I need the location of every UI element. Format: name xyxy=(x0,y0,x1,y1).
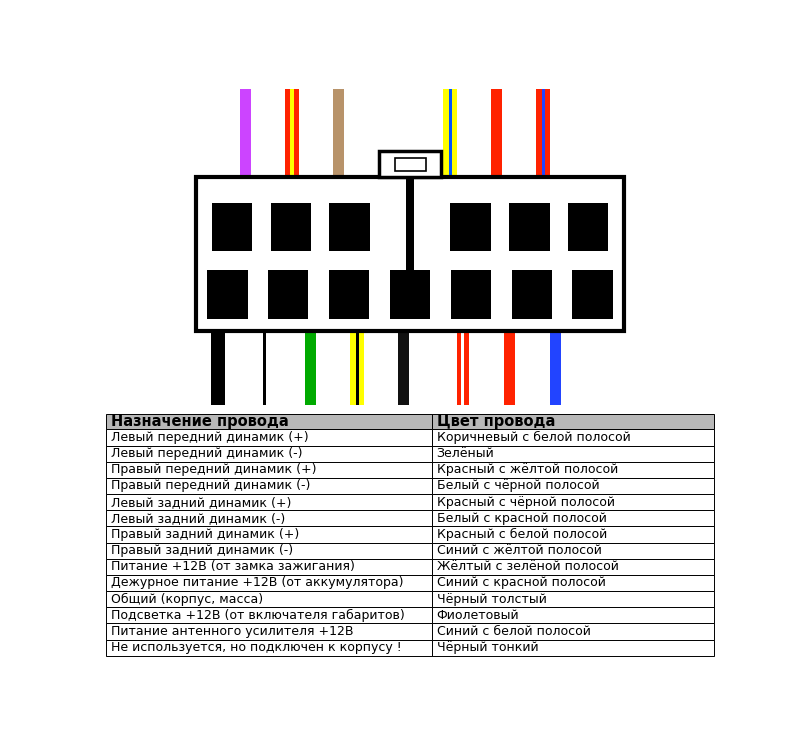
Bar xyxy=(268,270,309,319)
Bar xyxy=(432,608,714,623)
Text: Левый передний динамик (+): Левый передний динамик (+) xyxy=(111,431,309,444)
Bar xyxy=(461,331,464,405)
Text: Чёрный тонкий: Чёрный тонкий xyxy=(437,641,538,654)
Bar xyxy=(550,331,562,405)
Bar xyxy=(449,89,452,177)
Text: Зелёный: Зелёный xyxy=(437,447,494,460)
Text: Синий с белой полосой: Синий с белой полосой xyxy=(437,625,590,638)
Text: Правый задний динамик (-): Правый задний динамик (-) xyxy=(111,544,294,557)
Text: Подсветка +12В (от включателя габаритов): Подсветка +12В (от включателя габаритов) xyxy=(111,609,405,622)
Text: Питание +12В (от замка зажигания): Питание +12В (от замка зажигания) xyxy=(111,560,355,574)
Bar xyxy=(106,639,432,656)
Text: Красный с жёлтой полосой: Красный с жёлтой полосой xyxy=(437,463,618,477)
Bar xyxy=(432,429,714,445)
Text: Не используется, но подключен к корпусу !: Не используется, но подключен к корпусу … xyxy=(111,641,402,654)
Text: Общий (корпус, масса): Общий (корпус, масса) xyxy=(111,593,263,606)
Text: Левый передний динамик (-): Левый передний динамик (-) xyxy=(111,447,302,460)
Bar xyxy=(398,331,410,405)
Bar xyxy=(106,478,432,494)
Bar xyxy=(432,462,714,478)
Bar xyxy=(106,414,432,429)
Bar xyxy=(329,270,370,319)
Bar xyxy=(333,89,344,177)
Text: Жёлтый с зелёной полосой: Жёлтый с зелёной полосой xyxy=(437,560,618,574)
Bar xyxy=(306,331,316,405)
Text: Красный с белой полосой: Красный с белой полосой xyxy=(437,528,607,541)
Bar xyxy=(542,89,545,177)
Bar xyxy=(450,270,491,319)
Bar xyxy=(350,331,364,405)
Bar xyxy=(390,270,430,319)
Text: Назначение провода: Назначение провода xyxy=(111,414,289,429)
Text: Питание антенного усилителя +12В: Питание антенного усилителя +12В xyxy=(111,625,354,638)
Bar xyxy=(394,158,426,171)
Bar xyxy=(457,331,469,405)
Bar xyxy=(432,575,714,591)
Bar xyxy=(432,478,714,494)
Bar xyxy=(511,270,552,319)
Text: Левый задний динамик (-): Левый задний динамик (-) xyxy=(111,512,286,525)
Text: Белый с чёрной полосой: Белый с чёрной полосой xyxy=(437,480,599,493)
Bar xyxy=(258,331,270,405)
Text: Цвет провода: Цвет провода xyxy=(437,414,555,429)
Bar xyxy=(211,203,252,251)
Bar xyxy=(432,639,714,656)
Text: Белый с красной полосой: Белый с красной полосой xyxy=(437,512,606,525)
Bar xyxy=(568,203,609,251)
Bar xyxy=(211,331,225,405)
Bar xyxy=(270,203,310,251)
Bar xyxy=(450,203,490,251)
Text: Правый передний динамик (-): Правый передний динамик (-) xyxy=(111,480,310,493)
Bar xyxy=(106,494,432,511)
Bar xyxy=(432,511,714,526)
Bar xyxy=(106,511,432,526)
Text: Правый задний динамик (+): Правый задний динамик (+) xyxy=(111,528,299,541)
Text: Чёрный толстый: Чёрный толстый xyxy=(437,593,546,605)
Text: Левый задний динамик (+): Левый задний динамик (+) xyxy=(111,496,291,508)
Bar xyxy=(491,89,502,177)
Bar xyxy=(537,89,550,177)
Bar xyxy=(106,526,432,542)
Text: Красный с чёрной полосой: Красный с чёрной полосой xyxy=(437,496,614,508)
Bar xyxy=(106,445,432,462)
Text: Правый передний динамик (+): Правый передний динамик (+) xyxy=(111,463,317,477)
Bar xyxy=(106,575,432,591)
Bar xyxy=(106,591,432,608)
Bar xyxy=(106,623,432,639)
Bar xyxy=(106,559,432,575)
Bar xyxy=(510,203,550,251)
Bar xyxy=(432,559,714,575)
Text: Дежурное питание +12В (от аккумулятора): Дежурное питание +12В (от аккумулятора) xyxy=(111,576,404,590)
Bar xyxy=(379,152,441,177)
Bar xyxy=(432,623,714,639)
Bar xyxy=(432,414,714,429)
Bar xyxy=(432,591,714,608)
Bar xyxy=(573,270,613,319)
Bar xyxy=(290,89,294,177)
Bar xyxy=(406,177,414,285)
Bar xyxy=(240,89,251,177)
Bar xyxy=(330,203,370,251)
Bar xyxy=(432,494,714,511)
Bar xyxy=(196,177,624,331)
Text: Фиолетовый: Фиолетовый xyxy=(437,609,519,622)
Bar xyxy=(106,608,432,623)
Bar xyxy=(106,429,432,445)
Bar xyxy=(106,542,432,559)
Bar xyxy=(355,331,359,405)
Bar xyxy=(443,89,457,177)
Bar xyxy=(504,331,514,405)
Bar xyxy=(207,270,247,319)
Text: Коричневый с белой полосой: Коричневый с белой полосой xyxy=(437,431,630,444)
Bar xyxy=(432,542,714,559)
Text: Синий с красной полосой: Синий с красной полосой xyxy=(437,576,606,590)
Text: Синий с жёлтой полосой: Синий с жёлтой полосой xyxy=(437,544,602,557)
Bar xyxy=(286,89,299,177)
Bar xyxy=(106,462,432,478)
Bar xyxy=(432,526,714,542)
Bar xyxy=(432,445,714,462)
Bar xyxy=(262,331,266,405)
